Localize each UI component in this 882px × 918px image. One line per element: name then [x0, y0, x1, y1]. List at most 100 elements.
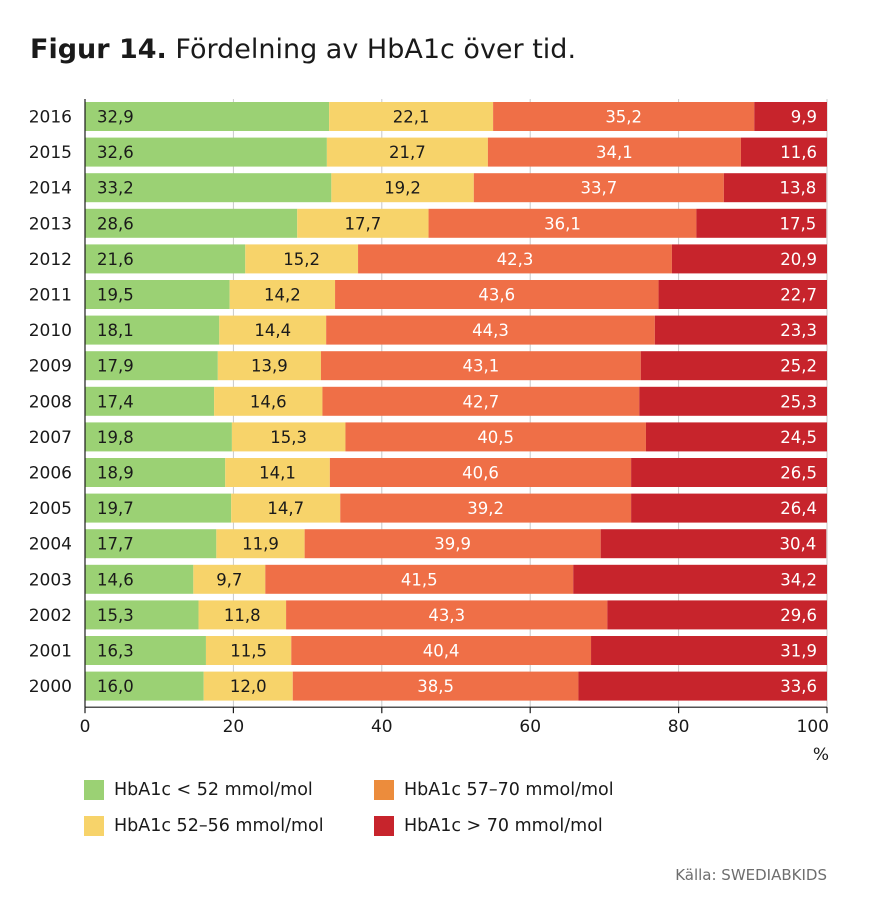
- x-tick-label: 100: [797, 717, 829, 737]
- data-label: 34,2: [780, 570, 817, 589]
- bar-segment: [335, 280, 659, 309]
- chart-title: Figur 14. Fördelning av HbA1c över tid.: [30, 34, 576, 65]
- bar-segment: [286, 600, 608, 630]
- year-label: 2008: [29, 392, 72, 412]
- bar-segment: [493, 102, 755, 131]
- legend-label-orange: HbA1c 57–70 mmol/mol: [404, 780, 614, 800]
- year-label: 2011: [29, 286, 72, 306]
- data-label: 9,7: [216, 570, 242, 589]
- bar-segment: [85, 600, 199, 630]
- data-label: 11,9: [242, 535, 279, 554]
- bar-segment: [591, 636, 827, 665]
- data-label: 44,3: [472, 321, 509, 340]
- bar-segment: [245, 244, 359, 274]
- legend-label-yellow: HbA1c 52–56 mmol/mol: [114, 816, 324, 836]
- bar-segment: [85, 564, 194, 594]
- legend-item-red: HbA1c > 70 mmol/mol: [374, 816, 603, 836]
- bar-segment: [358, 244, 672, 274]
- data-label: 19,8: [97, 428, 134, 447]
- bar-segment: [607, 600, 827, 630]
- bar-segment: [329, 458, 632, 487]
- data-label: 25,3: [780, 392, 817, 411]
- data-label: 14,1: [259, 464, 296, 483]
- legend-swatch-red: [374, 816, 394, 836]
- bar-segment: [85, 351, 218, 381]
- bar-segment: [639, 386, 827, 416]
- bar-segment: [292, 671, 579, 701]
- bar-segment: [85, 422, 232, 452]
- bar-segment: [345, 422, 646, 452]
- data-label: 38,5: [417, 677, 454, 696]
- data-label: 29,6: [780, 606, 817, 625]
- bar-segment: [219, 315, 327, 345]
- year-label: 2015: [29, 143, 72, 163]
- year-label: 2001: [29, 642, 72, 662]
- year-label: 2003: [29, 570, 72, 590]
- bar-segment: [85, 529, 217, 559]
- bar-segment: [217, 351, 321, 381]
- data-label: 33,6: [780, 677, 817, 696]
- year-label: 2006: [29, 464, 72, 484]
- data-label: 17,4: [97, 392, 134, 411]
- bar-segment: [229, 280, 336, 309]
- bar-segment: [216, 529, 305, 559]
- data-label: 36,1: [544, 214, 581, 233]
- year-label: 2016: [29, 108, 72, 128]
- data-label: 43,6: [478, 286, 515, 305]
- x-tick-label: 40: [371, 717, 393, 737]
- year-label: 2009: [29, 357, 72, 377]
- data-label: 23,3: [780, 321, 817, 340]
- bar-segment: [329, 102, 494, 131]
- data-label: 31,9: [780, 642, 817, 661]
- data-label: 42,3: [497, 250, 534, 269]
- data-label: 16,0: [97, 677, 134, 696]
- data-label: 9,9: [791, 108, 817, 127]
- bar-segment: [487, 137, 741, 167]
- data-label: 11,5: [230, 642, 267, 661]
- data-label: 14,7: [267, 499, 304, 518]
- data-label: 30,4: [780, 535, 817, 554]
- bar-segment: [193, 564, 266, 594]
- data-label: 16,3: [97, 642, 134, 661]
- year-label: 2004: [29, 535, 72, 555]
- bar-segment: [740, 137, 827, 167]
- figure-number: Figur 14.: [30, 34, 167, 65]
- bar-segment: [578, 671, 827, 701]
- data-label: 20,9: [780, 250, 817, 269]
- bar-segment: [85, 208, 298, 238]
- bar-segment: [85, 244, 246, 274]
- bar-segment: [85, 458, 226, 487]
- data-label: 11,8: [224, 606, 261, 625]
- bar-segment: [331, 173, 474, 203]
- year-label: 2005: [29, 499, 72, 519]
- bar-segment: [85, 636, 206, 665]
- year-label: 2002: [29, 606, 72, 626]
- year-label: 2014: [29, 179, 72, 199]
- bar-segment: [304, 529, 601, 559]
- year-label: 2010: [29, 321, 72, 341]
- x-axis-unit-label: %: [813, 745, 829, 765]
- data-label: 34,1: [596, 143, 633, 162]
- bar-segment: [198, 600, 287, 630]
- data-label: 11,6: [780, 143, 817, 162]
- data-label: 15,3: [97, 606, 134, 625]
- data-label: 33,2: [97, 179, 134, 198]
- data-label: 24,5: [780, 428, 817, 447]
- bar-segment: [231, 422, 346, 452]
- bar-segment: [85, 386, 215, 416]
- data-label: 40,6: [462, 464, 499, 483]
- data-label: 17,7: [345, 214, 382, 233]
- data-label: 26,5: [780, 464, 817, 483]
- bar-segment: [85, 173, 332, 203]
- bar-segment: [640, 351, 827, 381]
- data-label: 15,3: [270, 428, 307, 447]
- data-label: 40,4: [423, 642, 460, 661]
- legend-label-red: HbA1c > 70 mmol/mol: [404, 816, 603, 836]
- bar-segment: [631, 493, 827, 523]
- bar-segment: [326, 315, 655, 345]
- bar-segment: [85, 137, 327, 167]
- data-label: 18,9: [97, 464, 134, 483]
- data-label: 12,0: [230, 677, 267, 696]
- bar-segment: [85, 102, 330, 131]
- data-label: 32,9: [97, 108, 134, 127]
